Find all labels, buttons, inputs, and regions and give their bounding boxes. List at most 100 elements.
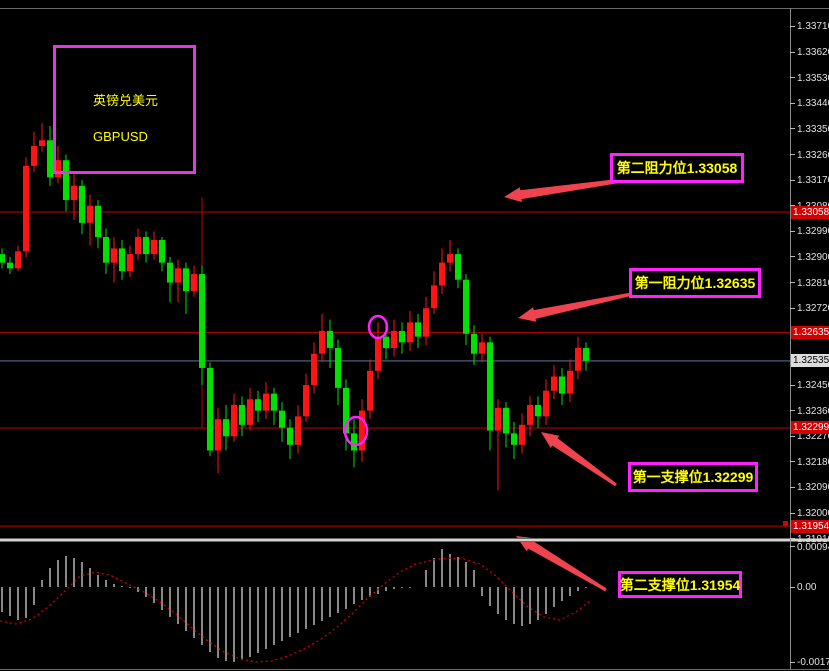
candle-body — [159, 239, 165, 263]
pane-separator[interactable] — [0, 538, 829, 539]
indicator-tick-mark — [790, 661, 795, 663]
candle-body — [95, 205, 101, 238]
indicator-tick-label: 0.000941 — [797, 541, 829, 553]
axis-tick-mark — [790, 435, 795, 437]
candle-body — [319, 330, 325, 354]
candle-body — [63, 160, 69, 201]
candle-body — [463, 279, 469, 334]
symbol-info-box[interactable]: 英镑兑美元 GBPUSD — [53, 45, 196, 174]
annotation-arrow-2[interactable] — [518, 292, 633, 322]
indicator-tick-mark — [790, 546, 795, 548]
candle-body — [487, 342, 493, 431]
candle-body — [375, 336, 381, 371]
label-support-2-text: 第二支撑位1.31954 — [619, 576, 741, 593]
candle-body — [383, 336, 389, 349]
candle-body — [431, 285, 437, 309]
candle-body — [423, 308, 429, 337]
axis-tick-mark — [790, 102, 795, 104]
axis-tick-mark — [790, 179, 795, 181]
price-tag-resistance-1: 1.32635 — [791, 325, 829, 339]
axis-tick-mark — [790, 51, 795, 53]
candle-body — [559, 376, 565, 394]
candle-body — [263, 393, 269, 411]
axis-tick-label: 1.33350 — [797, 123, 829, 135]
line-end-marker — [783, 521, 788, 526]
candle-body — [415, 322, 421, 337]
candle-body — [511, 433, 517, 445]
candle-body — [335, 348, 341, 388]
axis-tick-mark — [790, 461, 795, 463]
candle-body — [39, 140, 45, 146]
candle-body — [111, 248, 117, 263]
candle-body — [407, 322, 413, 343]
candle-body — [351, 433, 357, 451]
candle-body — [303, 385, 309, 417]
axis-tick-mark — [790, 410, 795, 412]
candle-body — [255, 399, 261, 411]
indicator-tick-label: -0.001755 — [797, 657, 829, 668]
symbol-code: GBPUSD — [93, 129, 148, 144]
candle-body — [519, 424, 525, 445]
price-tag-support-1: 1.32299 — [791, 421, 829, 435]
axis-tick-label: 1.33170 — [797, 175, 829, 187]
axis-tick-mark — [790, 307, 795, 309]
candle-body — [247, 399, 253, 425]
label-resistance-2-text: 第二阻力位1.33058 — [616, 160, 738, 176]
candle-body — [359, 410, 365, 451]
annotation-arrow-4[interactable] — [516, 536, 607, 592]
label-support-2[interactable]: 第二支撑位1.31954 — [618, 571, 742, 598]
annotation-arrow-1[interactable] — [504, 176, 641, 203]
candle-body — [543, 390, 549, 417]
candle-body — [479, 342, 485, 354]
candle-body — [47, 140, 53, 178]
axis-tick-label: 1.32450 — [797, 380, 829, 392]
candle-body — [127, 254, 133, 272]
candle-body — [0, 254, 5, 263]
axis-tick-label: 1.32720 — [797, 303, 829, 315]
current-price-tag: 1.32535 — [791, 354, 829, 368]
candle-body — [279, 410, 285, 428]
candle-body — [119, 248, 125, 272]
highlight-ellipse-2[interactable] — [343, 415, 369, 447]
axis-tick-mark — [790, 77, 795, 79]
candle-body — [271, 393, 277, 411]
candle-body — [223, 419, 229, 437]
axis-tick-label: 1.32180 — [797, 456, 829, 468]
candle-body — [151, 239, 157, 255]
price-axis-line[interactable] — [790, 8, 791, 669]
candle-body — [551, 376, 557, 391]
symbol-info-text: 英镑兑美元 GBPUSD — [93, 93, 159, 144]
candle-body — [71, 185, 77, 201]
price-tag-support-2: 1.31954 — [791, 519, 829, 533]
candle-body — [311, 353, 317, 386]
label-support-1-text: 第一支撑位1.32299 — [632, 469, 754, 485]
candle-body — [367, 370, 373, 411]
highlight-ellipse-1[interactable] — [367, 314, 389, 340]
axis-tick-label: 1.32090 — [797, 482, 829, 494]
axis-tick-mark — [790, 486, 795, 488]
label-support-1[interactable]: 第一支撑位1.32299 — [628, 462, 758, 492]
axis-tick-label: 1.32900 — [797, 251, 829, 263]
candle-body — [495, 407, 501, 431]
label-resistance-1[interactable]: 第一阻力位1.32635 — [629, 268, 761, 298]
price-tag-resistance-2: 1.33058 — [791, 205, 829, 219]
axis-tick-label: 1.32990 — [797, 226, 829, 238]
axis-tick-mark — [790, 256, 795, 258]
annotation-arrow-3[interactable] — [541, 432, 617, 487]
candle-body — [503, 407, 509, 434]
label-resistance-2[interactable]: 第二阻力位1.33058 — [610, 153, 744, 183]
axis-tick-mark — [790, 384, 795, 386]
axis-tick-mark — [790, 128, 795, 130]
axis-tick-label: 1.33620 — [797, 47, 829, 59]
candle-body — [343, 387, 349, 434]
candle-body — [455, 254, 461, 280]
candle-body — [103, 237, 109, 263]
candle-body — [535, 404, 541, 417]
candle-body — [527, 404, 533, 425]
pane-separator-highlight[interactable] — [0, 539, 829, 541]
macd-signal-line — [0, 557, 591, 663]
candle-body — [183, 268, 189, 292]
candle-body — [399, 330, 405, 343]
